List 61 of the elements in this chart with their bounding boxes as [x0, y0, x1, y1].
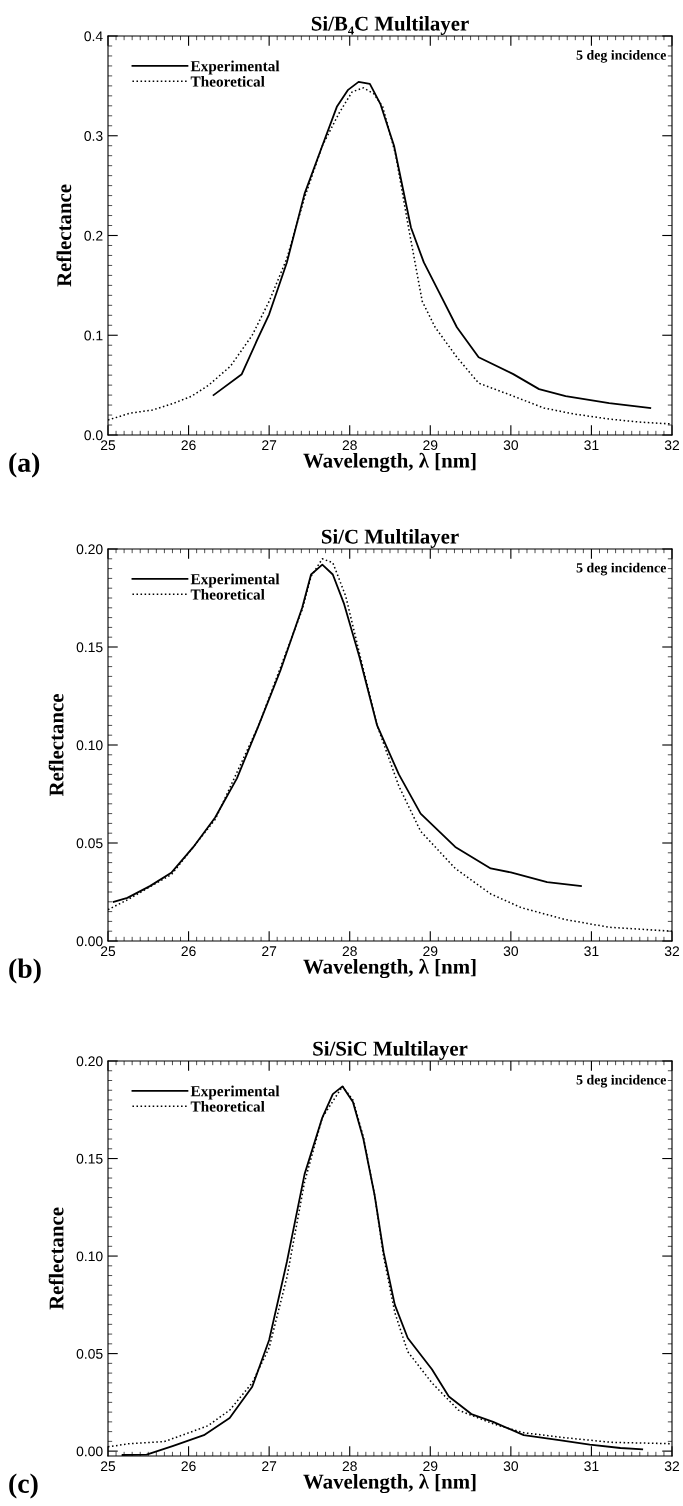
x-tick-label: 25	[100, 440, 116, 451]
y-tick-label: 0.2	[84, 230, 103, 241]
x-tick-label: 30	[503, 440, 519, 451]
y-axis-title: Reflectance	[56, 184, 72, 287]
x-tick-label: 25	[100, 1461, 116, 1472]
legend-label: Experimental	[190, 1085, 280, 1100]
legend-label: Theoretical	[190, 76, 265, 87]
text: (c)	[9, 1473, 38, 1499]
x-tick-label: 31	[584, 946, 599, 957]
text: (a)	[9, 452, 40, 478]
y-tick-label: 0.00	[76, 936, 103, 947]
y-tick-label: 0.00	[76, 1446, 103, 1457]
legend-label: Theoretical	[190, 589, 265, 600]
line-series	[112, 563, 582, 903]
x-tick-label: 27	[262, 440, 277, 450]
x-tick-label: 31	[584, 440, 599, 451]
x-tick-label: 28	[342, 440, 357, 451]
legend-label: Experimental	[190, 60, 280, 75]
y-tick-label: 0.15	[76, 1153, 103, 1164]
x-tick-label: 32	[664, 946, 680, 957]
x-axis-title: Wavelength, λ [nm]	[303, 958, 476, 979]
x-tick-label: 32	[664, 1461, 680, 1472]
x-axis-title: Wavelength, λ [nm]	[303, 452, 476, 473]
y-tick-label: 0.0	[84, 430, 103, 441]
x-tick-label: 29	[423, 1461, 438, 1472]
x-tick-label: 28	[342, 1461, 357, 1472]
x-tick-label: 31	[584, 1461, 599, 1472]
x-tick-label: 26	[181, 1461, 196, 1472]
x-tick-label: 30	[503, 946, 519, 957]
x-tick-label: 27	[262, 946, 277, 956]
y-tick-label: 0.05	[76, 1348, 103, 1359]
y-tick-label: 0.4	[84, 31, 103, 42]
x-tick-label: 29	[423, 440, 438, 451]
y-tick-label: 0.15	[76, 642, 103, 653]
y-tick-label: 0.3	[84, 131, 103, 141]
y-axis-title: Reflectance	[48, 694, 64, 797]
x-tick-label: 28	[342, 946, 357, 957]
y-tick-label: 0.1	[84, 330, 103, 341]
x-tick-label: 32	[664, 440, 680, 451]
annotation: 5 deg incidence	[576, 1074, 666, 1088]
y-tick-label: 0.20	[76, 1056, 103, 1067]
legend-label: Experimental	[190, 573, 280, 588]
x-tick-label: 26	[181, 946, 196, 957]
y-tick-label: 0.20	[76, 544, 103, 555]
x-tick-label: 25	[100, 946, 116, 957]
y-tick-label: 0.10	[76, 740, 103, 751]
annotation: 5 deg incidence	[576, 562, 666, 576]
y-tick-label: 0.10	[76, 1251, 103, 1262]
annotation: 5 deg incidence	[576, 49, 666, 63]
x-tick-label: 29	[423, 946, 438, 957]
x-tick-label: 30	[503, 1461, 519, 1472]
chart-title: Si/SiC Multilayer	[313, 1040, 468, 1060]
chart-title: Si/B₄C Multilayer	[311, 15, 469, 35]
x-tick-label: 26	[181, 440, 196, 451]
chart-title: Si/C Multilayer	[321, 528, 459, 548]
y-tick-label: 0.05	[76, 838, 103, 849]
text: (b)	[9, 958, 41, 984]
x-tick-label: 27	[262, 1461, 277, 1471]
y-axis-title: Reflectance	[48, 1207, 64, 1310]
legend-label: Theoretical	[190, 1101, 265, 1112]
x-axis-title: Wavelength, λ [nm]	[303, 1473, 476, 1494]
